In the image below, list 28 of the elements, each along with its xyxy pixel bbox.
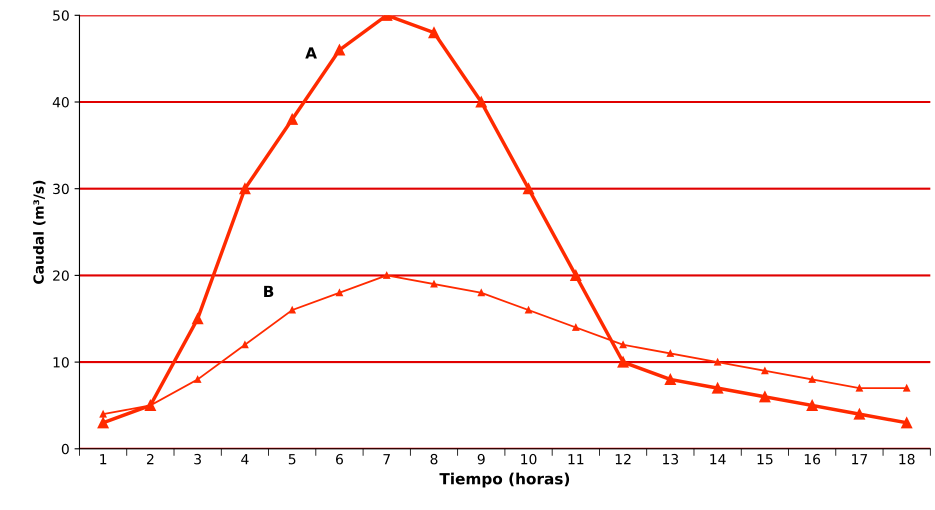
y-axis-title: Caudal (m³/s)	[33, 180, 46, 284]
x-axis-title: Tiempo (horas)	[439, 472, 570, 488]
x-tick-label: 14	[710, 454, 726, 464]
series-label: B	[264, 286, 274, 297]
x-tick-label: 15	[758, 454, 773, 464]
series-label: A	[305, 47, 317, 59]
x-tick-label: 11	[568, 454, 584, 464]
x-tick-label: 9	[478, 454, 485, 464]
x-tick-label: 18	[899, 454, 915, 464]
y-tick-label: 10	[54, 357, 69, 368]
y-tick-label: 40	[52, 96, 69, 108]
y-tick-label: 20	[53, 270, 69, 281]
y-tick-label: 50	[53, 10, 69, 21]
x-tick-label: 3	[194, 454, 201, 464]
x-tick-label: 8	[430, 454, 438, 464]
x-tick-label: 6	[336, 454, 343, 464]
x-tick-label: 4	[241, 454, 249, 464]
x-tick-label: 10	[521, 454, 536, 464]
x-tick-label: 16	[804, 454, 820, 464]
x-tick-label: 17	[852, 454, 868, 464]
x-tick-label: 2	[146, 454, 154, 464]
x-tick-label: 1	[100, 454, 106, 464]
x-tick-label: 13	[663, 454, 678, 464]
x-tick-label: 5	[288, 454, 296, 464]
y-tick-label: 30	[53, 184, 69, 194]
y-tick-label: 0	[62, 444, 69, 454]
x-tick-label: 12	[616, 454, 631, 464]
x-tick-label: 7	[383, 454, 390, 464]
